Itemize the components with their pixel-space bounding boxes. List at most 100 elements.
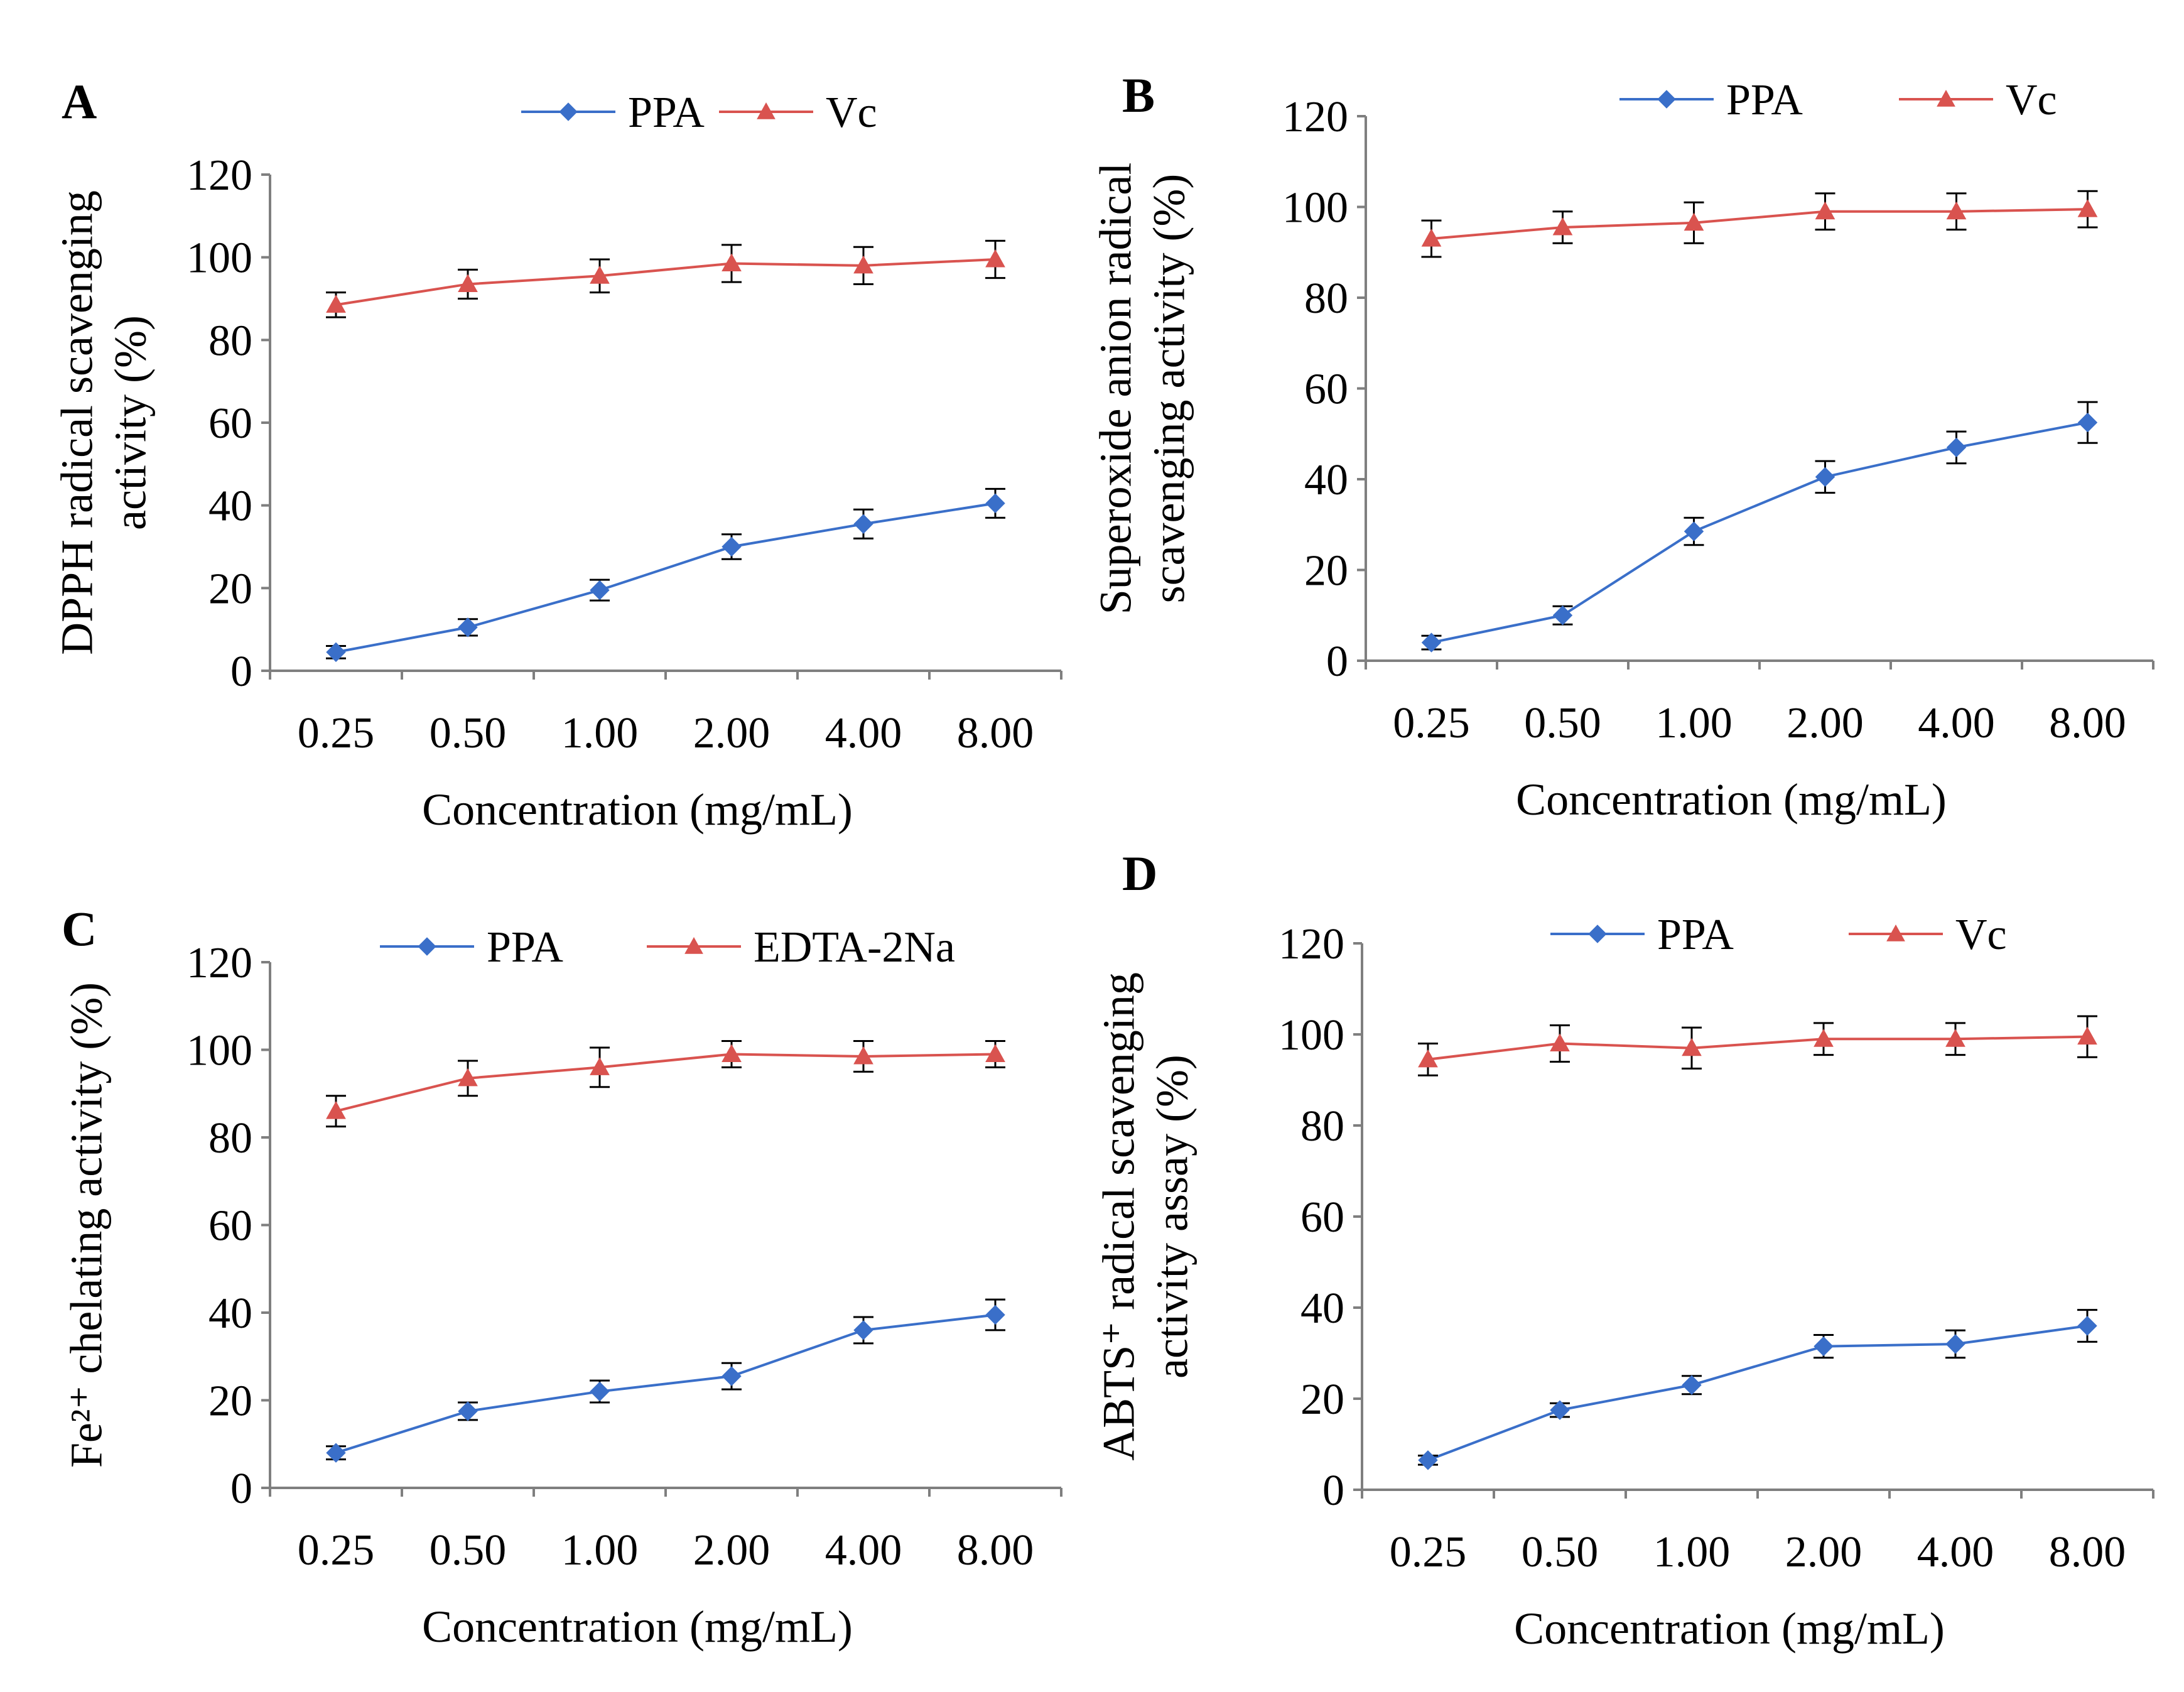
x-tick-label: 8.00 xyxy=(957,709,1034,757)
data-point-ppa xyxy=(1684,521,1704,541)
data-point-edta-2na xyxy=(590,1057,610,1075)
x-tick-label: 8.00 xyxy=(957,1526,1034,1575)
data-point-vc xyxy=(722,253,742,272)
x-tick-label: 2.00 xyxy=(1787,699,1864,747)
data-point-ppa xyxy=(326,1443,346,1463)
y-tick-label: 120 xyxy=(187,939,252,987)
series-line-vc xyxy=(1427,1035,2088,1061)
y-axis-title: activity (%) xyxy=(105,315,156,530)
x-tick-label: 0.25 xyxy=(1393,699,1470,747)
legend-marker-vc xyxy=(1937,89,1955,107)
data-point-ppa xyxy=(1421,632,1442,653)
x-axis-title: Concentration (mg/mL) xyxy=(1514,1603,1945,1654)
x-tick-label: 0.50 xyxy=(1524,699,1601,747)
legend-marker-vc xyxy=(1886,924,1905,941)
data-point-edta-2na xyxy=(326,1101,346,1119)
data-point-vc xyxy=(1945,1029,1965,1047)
y-tick-label: 100 xyxy=(1282,184,1348,232)
legend-marker-ppa xyxy=(1657,90,1676,109)
y-axis-title: activity assay (%) xyxy=(1147,1055,1197,1379)
y-tick-label: 80 xyxy=(1304,274,1348,323)
data-point-vc xyxy=(326,295,346,313)
chart-panel-a: A 0 20 40 60 80 100 120 0.25 0.50 1.00 2.00 4.00 8.00… xyxy=(52,74,1062,835)
y-tick-label: 40 xyxy=(1300,1284,1344,1333)
series-line-edta-2na xyxy=(335,1053,996,1113)
y-tick-label: 80 xyxy=(208,317,252,365)
legend-marker-edta-2na xyxy=(684,936,703,954)
data-point-vc xyxy=(1418,1049,1438,1068)
data-point-vc xyxy=(1682,1038,1702,1056)
series-line-ppa xyxy=(1431,421,2088,644)
x-tick-label: 2.00 xyxy=(693,1526,770,1575)
y-tick-label: 40 xyxy=(1304,456,1348,504)
panel-letter: A xyxy=(62,74,97,129)
data-point-ppa xyxy=(722,1366,742,1386)
data-point-vc xyxy=(1550,1033,1570,1051)
data-point-ppa xyxy=(458,1401,478,1421)
x-tick-label: 8.00 xyxy=(2049,1528,2126,1576)
legend-label: EDTA-2Na xyxy=(754,923,955,972)
x-axis-title: Concentration (mg/mL) xyxy=(1516,774,1947,825)
x-tick-label: 4.00 xyxy=(1918,699,1995,747)
data-point-vc xyxy=(1684,212,1704,231)
data-point-vc xyxy=(1815,201,1835,220)
data-point-ppa xyxy=(985,1304,1005,1325)
y-tick-label: 60 xyxy=(1300,1193,1344,1242)
legend-marker-vc xyxy=(757,102,776,119)
data-point-ppa xyxy=(853,1320,873,1340)
y-tick-label: 0 xyxy=(1326,637,1348,686)
y-axis-title: ABTS⁺ radical scavenging xyxy=(1094,972,1144,1461)
y-tick-label: 120 xyxy=(187,151,252,200)
legend-label: PPA xyxy=(628,89,705,137)
x-tick-label: 0.25 xyxy=(298,1526,375,1575)
series-line-vc xyxy=(335,258,996,306)
data-point-vc xyxy=(1421,229,1442,247)
legend-label: Vc xyxy=(826,89,877,137)
y-axis-title: Fe²⁺ chelating activity (%) xyxy=(62,982,112,1468)
data-point-ppa xyxy=(2077,1316,2097,1336)
x-tick-label: 0.50 xyxy=(1522,1528,1599,1576)
data-point-edta-2na xyxy=(722,1044,742,1062)
x-tick-label: 1.00 xyxy=(561,1526,639,1575)
legend-marker-ppa xyxy=(559,102,578,121)
data-point-ppa xyxy=(1815,467,1835,487)
data-point-edta-2na xyxy=(853,1046,873,1065)
x-tick-label: 2.00 xyxy=(1785,1528,1862,1576)
data-point-vc xyxy=(458,274,478,292)
y-tick-label: 0 xyxy=(230,648,252,696)
legend-label: PPA xyxy=(1657,911,1734,959)
y-tick-label: 40 xyxy=(208,482,252,531)
y-axis-title: DPPH radical scavenging xyxy=(52,190,102,655)
x-tick-label: 1.00 xyxy=(1655,699,1733,747)
x-tick-label: 0.50 xyxy=(430,709,507,757)
data-point-ppa xyxy=(1814,1336,1834,1357)
series-line-ppa xyxy=(1427,1325,2088,1462)
series-line-ppa xyxy=(335,502,996,654)
x-tick-label: 1.00 xyxy=(561,709,639,757)
data-point-edta-2na xyxy=(985,1044,1005,1062)
legend-label: PPA xyxy=(1726,76,1803,124)
y-tick-label: 80 xyxy=(208,1114,252,1163)
x-tick-label: 4.00 xyxy=(1917,1528,1994,1576)
data-point-vc xyxy=(1552,217,1573,236)
y-axis-title: scavenging activity (%) xyxy=(1144,174,1194,604)
legend-marker-ppa xyxy=(418,937,436,956)
y-tick-label: 100 xyxy=(1279,1011,1344,1060)
y-tick-label: 120 xyxy=(1279,920,1344,968)
data-point-vc xyxy=(2077,1026,2097,1045)
data-point-ppa xyxy=(1550,1400,1570,1420)
chart-panel-b: B 0 20 40 60 80 100 120 0.25 0.50 1.00 2.00 4.00 8.00… xyxy=(1091,68,2154,825)
data-point-ppa xyxy=(1552,605,1573,626)
data-point-ppa xyxy=(1945,1334,1965,1354)
data-point-ppa xyxy=(722,536,742,557)
y-tick-label: 20 xyxy=(208,1377,252,1426)
panel-letter: C xyxy=(62,901,97,956)
y-tick-label: 20 xyxy=(1300,1375,1344,1424)
data-point-ppa xyxy=(985,493,1005,514)
data-point-vc xyxy=(1946,201,1967,220)
y-tick-label: 0 xyxy=(230,1465,252,1513)
data-point-ppa xyxy=(1682,1375,1702,1395)
data-point-vc xyxy=(1814,1029,1834,1047)
series-line-ppa xyxy=(335,1313,996,1455)
x-tick-label: 0.25 xyxy=(298,709,375,757)
